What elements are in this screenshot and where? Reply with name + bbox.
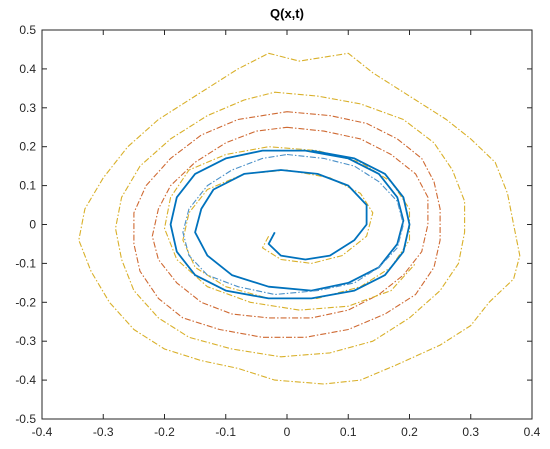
x-axis: -0.4 -0.3 -0.2 -0.1 0 0.1 0.2 0.3 0.4: [32, 30, 541, 439]
series-line-4: [151, 126, 429, 319]
x-tick-label: 0.3: [462, 425, 479, 439]
y-tick-label: -0.1: [15, 256, 36, 270]
y-tick-label: -0.4: [15, 373, 36, 387]
x-tick-label: -0.2: [154, 425, 175, 439]
chart-title: Q(x,t): [270, 6, 304, 21]
y-tick-label: 0.5: [19, 23, 36, 37]
y-tick-label: 0.4: [19, 62, 36, 76]
y-tick-label: 0: [29, 218, 36, 232]
x-tick-label: -0.1: [215, 425, 236, 439]
series-line-6: [169, 149, 411, 300]
series-line-1: [78, 52, 521, 385]
y-tick-label: 0.2: [19, 140, 36, 154]
x-tick-label: -0.4: [32, 425, 53, 439]
y-axis: -0.5 -0.4 -0.3 -0.2 -0.1 0 0.1 0.2 0.3 0.4 0.5: [15, 23, 532, 426]
series-line-3: [133, 111, 441, 338]
y-tick-label: 0.3: [19, 101, 36, 115]
x-tick-label: 0.1: [340, 425, 357, 439]
x-tick-label: 0.4: [524, 425, 541, 439]
x-tick-label: -0.3: [93, 425, 114, 439]
series-line-2: [114, 91, 466, 358]
y-tick-label: 0.1: [19, 179, 36, 193]
x-tick-label: 0.2: [401, 425, 418, 439]
series-line-7: [182, 153, 404, 296]
x-tick-label: 0: [284, 425, 291, 439]
series-layer: [78, 52, 521, 385]
y-tick-label: -0.2: [15, 295, 36, 309]
y-tick-label: -0.3: [15, 334, 36, 348]
y-tick-label: -0.5: [15, 412, 36, 426]
